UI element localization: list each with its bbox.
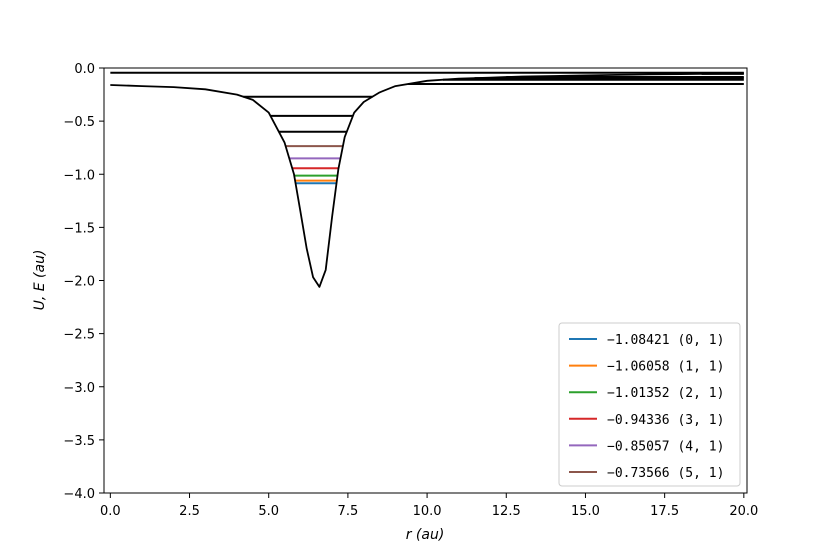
y-tick-label: −3.0	[63, 381, 95, 396]
legend-label: −0.85057 (4, 1)	[607, 439, 724, 454]
y-tick-label: −1.0	[63, 168, 95, 183]
x-axis: 0.0 2.5 5.0 7.5 10.0 12.5 15.0 17.5 20.0	[100, 493, 758, 519]
y-tick-label: −1.5	[63, 221, 95, 236]
x-axis-label: r (au)	[406, 527, 445, 543]
potential-curve	[110, 72, 744, 288]
x-tick-label: 17.5	[650, 504, 679, 519]
x-tick-label: 7.5	[338, 504, 359, 519]
legend-label: −0.94336 (3, 1)	[607, 413, 724, 428]
legend-label: −0.73566 (5, 1)	[607, 466, 724, 481]
y-axis-label: U, E (au)	[32, 250, 48, 311]
energy-levels	[110, 71, 744, 185]
x-tick-label: 5.0	[258, 504, 279, 519]
x-tick-label: 10.0	[413, 504, 442, 519]
x-tick-label: 0.0	[100, 504, 121, 519]
y-tick-label: −3.5	[63, 434, 95, 449]
y-tick-label: 0.0	[74, 62, 95, 77]
y-axis: 0.0 −0.5 −1.0 −1.5 −2.0 −2.5 −3.0 −3.5 −4.0	[63, 62, 104, 502]
x-tick-label: 20.0	[729, 504, 758, 519]
y-tick-label: −2.0	[63, 275, 95, 290]
y-tick-label: −2.5	[63, 328, 95, 343]
legend: −1.08421 (0, 1) −1.06058 (1, 1) −1.01352 (…	[558, 322, 741, 487]
legend-label: −1.06058 (1, 1)	[607, 360, 724, 375]
legend-box	[558, 322, 741, 487]
potential-curve-group	[110, 72, 744, 288]
x-tick-label: 12.5	[492, 504, 521, 519]
x-tick-label: 2.5	[179, 504, 200, 519]
y-tick-label: −0.5	[63, 115, 95, 130]
y-tick-label: −4.0	[63, 487, 95, 502]
legend-label: −1.08421 (0, 1)	[607, 333, 724, 348]
x-tick-label: 15.0	[571, 504, 600, 519]
legend-label: −1.01352 (2, 1)	[607, 386, 724, 401]
